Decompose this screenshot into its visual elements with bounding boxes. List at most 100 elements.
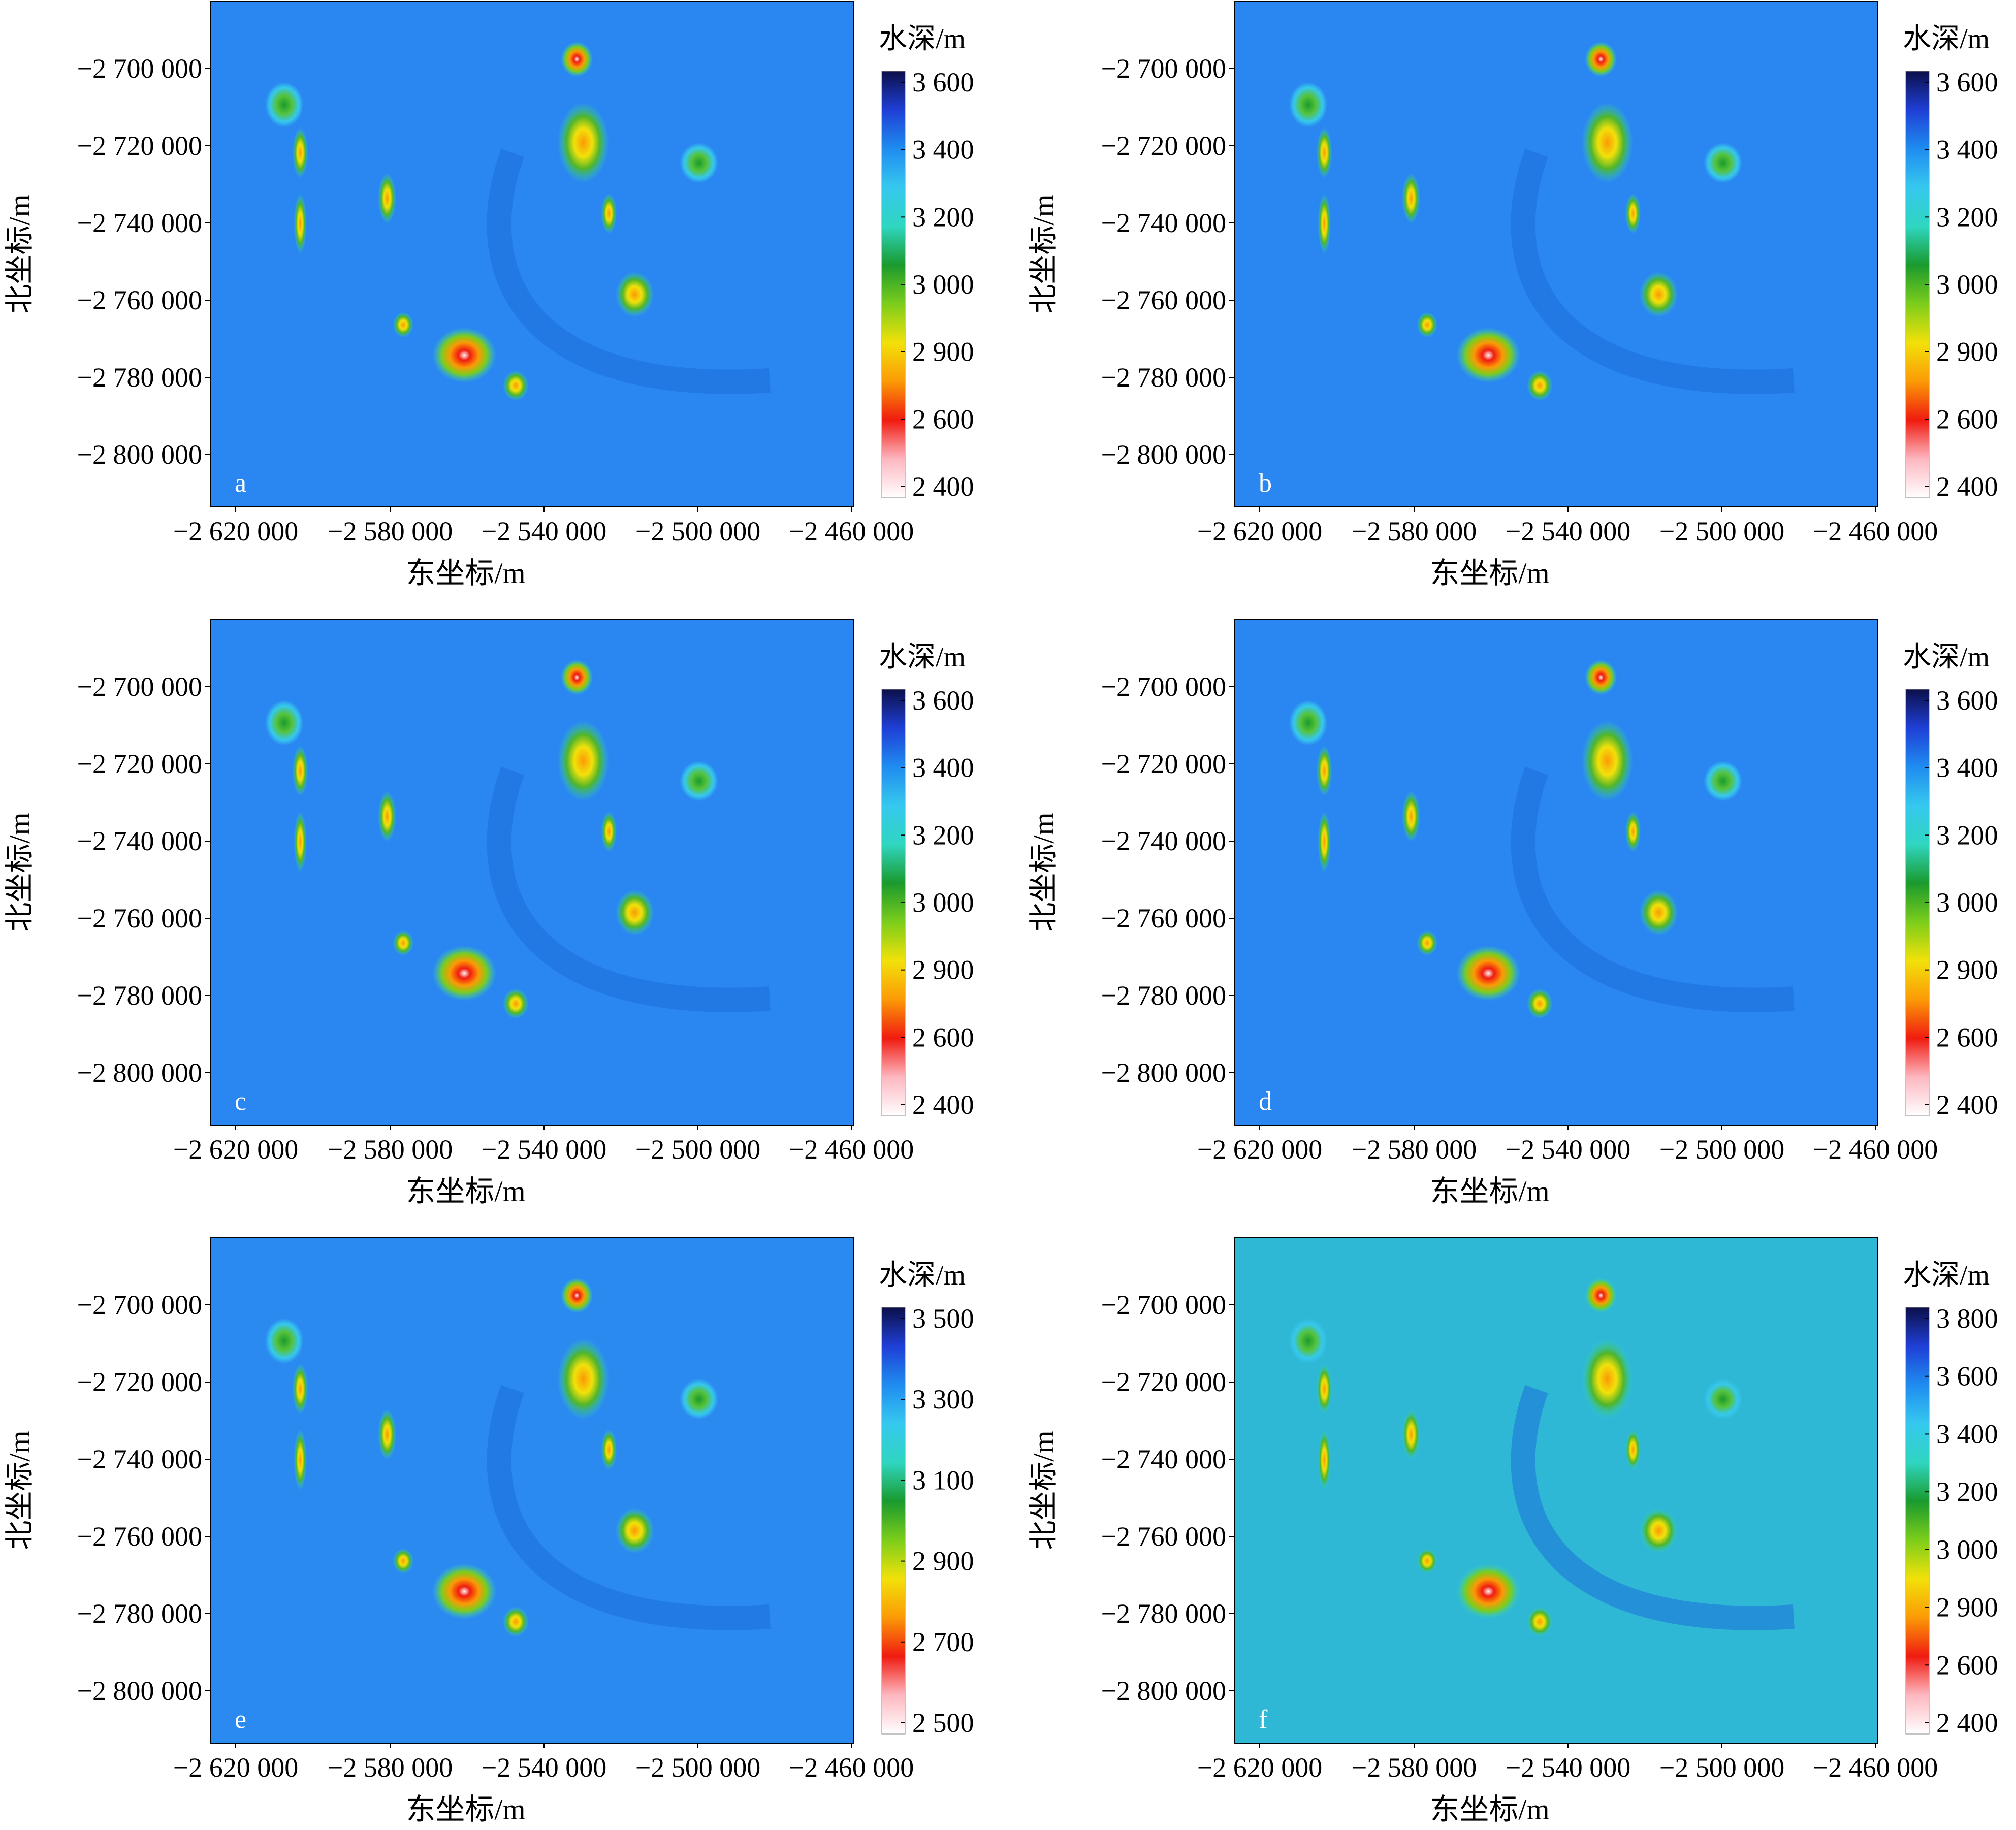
y-tick-label: −2 700 000 bbox=[1101, 53, 1226, 84]
y-tick-label: −2 800 000 bbox=[77, 1676, 202, 1706]
panel-letter: e bbox=[235, 1705, 246, 1734]
seamount-feature bbox=[615, 889, 654, 936]
x-tick-label: −2 540 000 bbox=[482, 1134, 606, 1165]
seamount-feature bbox=[1318, 1429, 1331, 1490]
colorbar-tick-label: 2 900 bbox=[912, 337, 974, 367]
colorbar-tick-label: 3 000 bbox=[1936, 269, 1998, 300]
x-tick-label: −2 540 000 bbox=[1506, 1134, 1630, 1165]
colorbar-tick-label: 3 500 bbox=[912, 1303, 974, 1334]
colorbar-tick-label: 2 400 bbox=[1936, 471, 1998, 502]
deep-channel bbox=[487, 148, 771, 394]
seamount-feature bbox=[601, 811, 617, 852]
colorbar-tick-label: 2 900 bbox=[1936, 955, 1998, 985]
seamount-feature bbox=[294, 193, 307, 254]
y-tick-label: −2 760 000 bbox=[77, 903, 202, 934]
seamount-feature bbox=[1417, 312, 1438, 338]
seamount-feature bbox=[1289, 82, 1328, 127]
x-tick-label: −2 540 000 bbox=[482, 516, 606, 547]
seamount-feature bbox=[1402, 791, 1420, 842]
bathymetry-map bbox=[1234, 619, 1878, 1126]
seamount-feature bbox=[393, 312, 414, 338]
seamount-feature bbox=[1456, 1563, 1521, 1619]
seamount-feature bbox=[1581, 1338, 1633, 1420]
x-tick-label: −2 500 000 bbox=[1659, 1752, 1784, 1783]
colorbar-tick-label: 3 600 bbox=[1936, 1361, 1998, 1392]
x-tick-label: −2 620 000 bbox=[173, 516, 298, 547]
seamount-feature bbox=[294, 1429, 307, 1490]
x-axis-title: 东坐标/m bbox=[406, 1793, 525, 1826]
seamount-feature bbox=[1584, 41, 1617, 77]
seamount-feature bbox=[1417, 930, 1438, 956]
seamount-feature bbox=[432, 1563, 497, 1619]
y-axis-title: 北坐标/m bbox=[3, 1430, 36, 1550]
y-tick-label: −2 760 000 bbox=[77, 1521, 202, 1552]
seamount-feature bbox=[680, 760, 719, 801]
seamount-feature bbox=[1527, 988, 1553, 1019]
bathymetry-map bbox=[210, 1, 854, 507]
colorbar-tick-label: 3 200 bbox=[912, 202, 974, 232]
y-tick-label: −2 720 000 bbox=[77, 131, 202, 161]
x-tick-label: −2 620 000 bbox=[1197, 516, 1322, 547]
x-axis-title: 东坐标/m bbox=[1430, 557, 1549, 590]
panel-b: b −2 620 000 −2 580 000 −2 540 000 −2 500 00… bbox=[1027, 1, 1998, 590]
colorbar-tick-label: 2 600 bbox=[912, 1022, 974, 1052]
x-tick-label: −2 500 000 bbox=[635, 1752, 760, 1783]
seamount-feature bbox=[393, 930, 414, 956]
colorbar-tick-label: 3 400 bbox=[912, 135, 974, 165]
seamount-feature bbox=[601, 193, 617, 234]
seamount-feature bbox=[503, 988, 529, 1019]
seamount-feature bbox=[393, 1548, 414, 1574]
y-tick-label: −2 800 000 bbox=[1101, 1676, 1226, 1706]
x-tick-label: −2 540 000 bbox=[482, 1752, 606, 1783]
x-axis-title: 东坐标/m bbox=[1430, 1793, 1549, 1826]
colorbar-tick-label: 3 000 bbox=[912, 269, 974, 300]
colorbar-tick-label: 3 300 bbox=[912, 1384, 974, 1415]
bathymetry-map bbox=[210, 1237, 854, 1744]
seamount-feature bbox=[615, 1507, 654, 1554]
x-tick-label: −2 460 000 bbox=[789, 1134, 914, 1165]
y-tick-label: −2 800 000 bbox=[1101, 439, 1226, 470]
seamount-feature bbox=[1317, 746, 1332, 796]
y-tick-label: −2 800 000 bbox=[1101, 1057, 1226, 1088]
colorbar-tick-label: 3 600 bbox=[1936, 67, 1998, 98]
colorbar-tick-label: 2 400 bbox=[912, 1089, 974, 1120]
seamount-feature bbox=[378, 1409, 396, 1460]
colorbar-tick-label: 2 700 bbox=[912, 1627, 974, 1657]
seamount-feature bbox=[560, 41, 593, 77]
seamount-feature bbox=[1289, 700, 1328, 746]
seamount-feature bbox=[1584, 1277, 1617, 1313]
y-tick-label: −2 740 000 bbox=[77, 826, 202, 856]
colorbar-tick-label: 3 400 bbox=[1936, 1419, 1998, 1449]
x-tick-label: −2 620 000 bbox=[173, 1752, 298, 1783]
seamount-feature bbox=[1402, 173, 1420, 224]
colorbar-tick-label: 2 600 bbox=[912, 404, 974, 434]
panel-letter: c bbox=[235, 1087, 246, 1116]
y-tick-label: −2 740 000 bbox=[1101, 1444, 1226, 1474]
colorbar-tick-label: 3 000 bbox=[912, 887, 974, 918]
colorbar-tick-label: 2 500 bbox=[912, 1708, 974, 1738]
panel-e: e −2 620 000 −2 580 000 −2 540 000 −2 500 00… bbox=[3, 1237, 974, 1826]
seamount-feature bbox=[680, 1378, 719, 1420]
panel-d: d −2 620 000 −2 580 000 −2 540 000 −2 500 00… bbox=[1027, 619, 1998, 1208]
seamount-feature bbox=[432, 327, 497, 383]
y-axis-title: 北坐标/m bbox=[1027, 194, 1060, 313]
seamount-feature bbox=[1456, 327, 1521, 383]
colorbar-tick-label: 3 400 bbox=[1936, 753, 1998, 783]
y-tick-label: −2 720 000 bbox=[1101, 131, 1226, 161]
x-tick-label: −2 620 000 bbox=[173, 1134, 298, 1165]
colorbar-tick-label: 3 800 bbox=[1936, 1303, 1998, 1334]
seamount-feature bbox=[557, 102, 609, 183]
panel-a: a −2 620 000 −2 580 000 −2 540 000 −2 500 00… bbox=[3, 1, 974, 590]
panel-f: f −2 620 000 −2 580 000 −2 540 000 −2 500 00… bbox=[1027, 1237, 1998, 1826]
seamount-feature bbox=[1639, 889, 1678, 936]
x-tick-label: −2 580 000 bbox=[328, 1134, 453, 1165]
panel-letter: a bbox=[235, 469, 246, 498]
seamount-feature bbox=[1317, 1364, 1332, 1415]
y-tick-label: −2 700 000 bbox=[1101, 671, 1226, 702]
seamount-feature bbox=[1581, 720, 1633, 801]
colorbar-tick-label: 2 400 bbox=[1936, 1089, 1998, 1120]
seamount-feature bbox=[378, 791, 396, 842]
seamount-feature bbox=[1289, 1318, 1328, 1364]
seamount-feature bbox=[1584, 659, 1617, 695]
x-tick-label: −2 500 000 bbox=[1659, 516, 1784, 547]
